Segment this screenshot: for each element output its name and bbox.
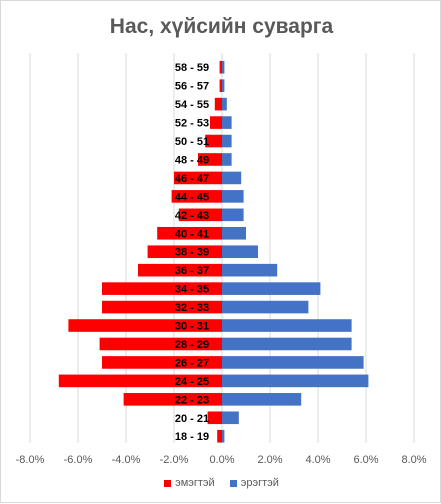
legend-label-female: эмэгтэй	[175, 477, 215, 489]
bar-female	[214, 97, 222, 111]
bar-female	[102, 356, 222, 369]
category-label: 40 - 41	[175, 228, 209, 240]
category-label: 34 - 35	[175, 284, 209, 296]
category-label: 56 - 57	[175, 81, 209, 93]
bar-female	[102, 282, 222, 295]
bar-female	[219, 79, 222, 92]
category-label: 26 - 27	[175, 357, 209, 369]
bar-male	[222, 263, 278, 277]
bar-male	[222, 245, 258, 259]
bar-male	[222, 356, 364, 369]
category-label: 28 - 29	[175, 339, 209, 351]
legend-swatch-female	[164, 479, 172, 487]
category-label: 42 - 43	[175, 210, 209, 222]
bar-male	[222, 374, 369, 388]
bar-male	[222, 337, 352, 351]
bar-female	[171, 190, 222, 203]
legend-label-male: эрэгтэй	[240, 477, 279, 489]
bar-female	[157, 226, 222, 240]
category-label: 48 - 49	[175, 154, 209, 166]
bar-female	[198, 153, 222, 166]
bar-female	[178, 208, 222, 222]
x-tick-label: 0.0%	[209, 454, 234, 466]
category-label: 52 - 53	[175, 118, 209, 130]
bar-female	[174, 171, 222, 185]
x-tick-label: 4.0%	[305, 454, 330, 466]
bar-male	[222, 97, 227, 111]
category-label: 38 - 39	[175, 247, 209, 259]
category-label: 54 - 55	[175, 99, 209, 111]
x-tick-label: 8.0%	[401, 454, 426, 466]
category-label: 36 - 37	[175, 265, 209, 277]
bar-male	[222, 153, 232, 166]
bar-female	[217, 429, 222, 443]
bar-female	[99, 337, 222, 351]
bar-male	[222, 393, 302, 406]
x-tick-label: -8.0%	[16, 454, 45, 466]
x-tick-label: -6.0%	[64, 454, 93, 466]
bar-male	[222, 319, 352, 332]
category-label: 20 - 21	[175, 413, 209, 425]
x-tick-label: -2.0%	[160, 454, 189, 466]
bar-female	[147, 245, 222, 259]
bar-male	[222, 282, 321, 295]
bar-female	[102, 300, 222, 314]
category-label: 50 - 51	[175, 136, 209, 148]
bar-male	[222, 429, 225, 443]
bar-male	[222, 116, 232, 129]
bar-male	[222, 171, 242, 185]
category-label: 22 - 23	[175, 394, 209, 406]
bar-male	[222, 190, 244, 203]
bar-female	[138, 263, 222, 277]
bar-female	[207, 411, 222, 425]
bar-male	[222, 60, 225, 74]
legend-item-female: эмэгтэй	[164, 477, 215, 489]
category-label: 18 - 19	[175, 431, 209, 443]
x-tick-label: 2.0%	[257, 454, 282, 466]
bar-male	[222, 208, 244, 222]
bar-male	[222, 79, 225, 92]
category-label: 24 - 25	[175, 376, 209, 388]
category-label: 58 - 59	[175, 62, 209, 74]
bar-male	[222, 134, 232, 148]
chart-legend: эмэгтэй эрэгтэй	[1, 477, 441, 490]
bar-female	[58, 374, 222, 388]
bar-female	[205, 134, 222, 148]
category-label: 44 - 45	[175, 191, 209, 203]
legend-item-male: эрэгтэй	[229, 477, 279, 489]
bar-female	[123, 393, 222, 406]
x-tick-label: 6.0%	[353, 454, 378, 466]
chart-title: Нас, хүйсийн суварга	[109, 15, 334, 38]
x-tick-label: -4.0%	[112, 454, 141, 466]
bar-male	[222, 300, 309, 314]
category-label: 46 - 47	[175, 173, 209, 185]
bar-male	[222, 411, 239, 425]
bar-female	[68, 319, 223, 332]
bar-male	[222, 226, 246, 240]
legend-swatch-male	[229, 479, 237, 487]
category-label: 32 - 33	[175, 302, 209, 314]
category-label: 30 - 31	[175, 321, 209, 333]
bar-female	[219, 60, 222, 74]
bar-female	[210, 116, 222, 129]
